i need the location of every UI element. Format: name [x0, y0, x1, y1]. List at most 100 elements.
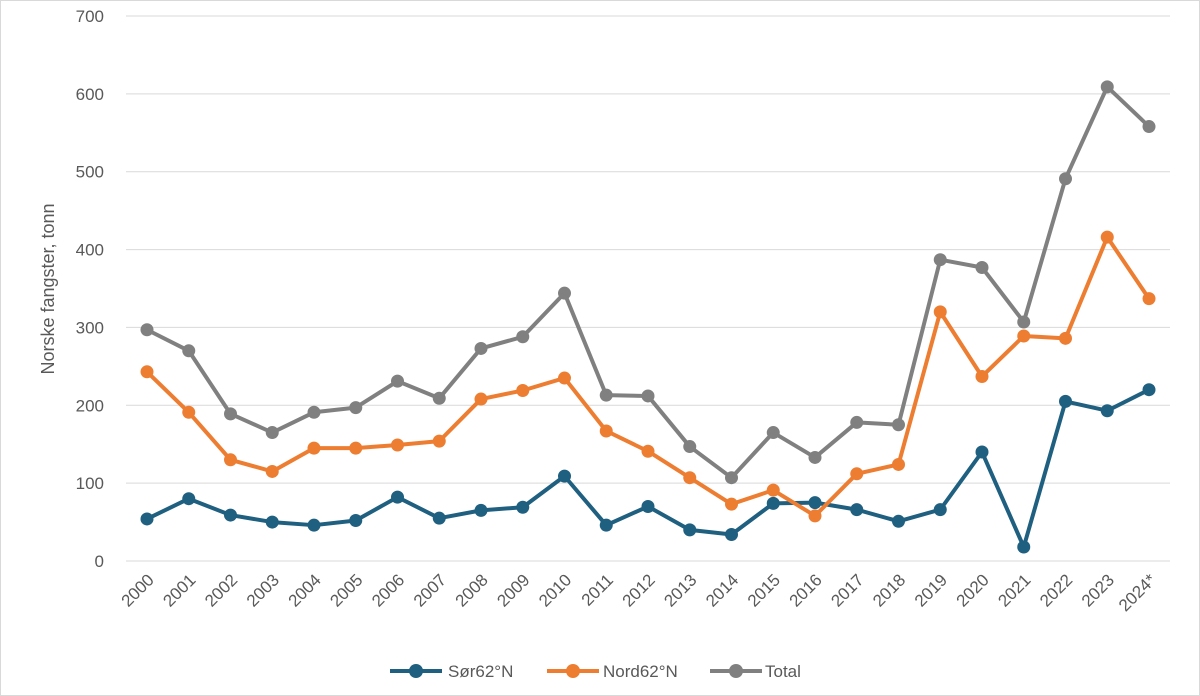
data-point [725, 497, 738, 511]
data-point [892, 457, 905, 471]
data-point [599, 424, 613, 438]
legend-swatch-marker [566, 664, 580, 678]
data-point [516, 383, 530, 397]
y-tick-label: 600 [76, 85, 104, 104]
y-tick-label: 200 [76, 396, 104, 415]
y-tick-label: 400 [76, 241, 104, 260]
data-point [766, 483, 780, 497]
data-point [349, 514, 363, 528]
data-point [683, 440, 697, 454]
y-tick-label: 0 [95, 552, 104, 571]
data-point [558, 371, 571, 385]
data-point [1059, 331, 1072, 345]
data-point [725, 471, 738, 485]
series-group [140, 80, 1156, 554]
data-point [975, 260, 989, 274]
data-point [391, 438, 404, 452]
data-point [683, 523, 697, 537]
legend-label: Total [765, 662, 801, 681]
data-point [1142, 292, 1156, 306]
data-point [975, 369, 989, 383]
data-point [558, 286, 571, 300]
data-point [599, 388, 613, 402]
data-point [850, 467, 864, 481]
data-point [850, 415, 864, 429]
data-point [808, 450, 822, 464]
data-point [766, 426, 780, 440]
legend-label: Sør62°N [448, 662, 513, 681]
data-point [1017, 329, 1031, 343]
data-point [808, 496, 822, 510]
data-point [1059, 394, 1072, 408]
data-point [558, 469, 571, 483]
data-point [224, 508, 237, 522]
data-point [140, 323, 154, 337]
data-point [349, 401, 363, 415]
legend-swatch-marker [729, 664, 743, 678]
data-point [432, 434, 446, 448]
data-point [933, 253, 947, 267]
series-nord62-n [140, 230, 1156, 523]
data-point [808, 509, 822, 523]
data-point [307, 518, 321, 532]
y-tick-label: 100 [76, 474, 104, 493]
data-point [474, 503, 488, 517]
data-point [140, 365, 154, 379]
y-tick-label: 300 [76, 318, 104, 337]
data-point [1100, 404, 1114, 418]
data-point [516, 500, 530, 514]
y-axis-title: Norske fangster, tonn [38, 203, 58, 374]
data-point [182, 492, 196, 506]
data-point [140, 512, 154, 526]
legend-item: Total [710, 662, 801, 681]
data-point [1100, 230, 1114, 244]
data-point [265, 426, 279, 440]
data-point [1142, 383, 1156, 397]
data-point [516, 330, 530, 344]
data-point [391, 374, 404, 388]
data-point [474, 392, 488, 406]
data-point [182, 344, 196, 358]
data-point [892, 514, 905, 528]
data-point [265, 515, 279, 529]
data-point [224, 453, 237, 467]
data-point [432, 391, 446, 405]
data-point [641, 444, 655, 458]
data-point [1059, 172, 1072, 186]
data-point [641, 500, 655, 513]
data-point [1100, 80, 1114, 94]
legend: Sør62°N Nord62°N Total [390, 662, 801, 681]
data-point [432, 511, 446, 525]
y-axis-ticks: 0 100 200 300 400 500 600 700 [76, 7, 104, 571]
data-point [1142, 120, 1156, 134]
legend-item: Sør62°N [390, 662, 513, 681]
data-point [933, 503, 947, 517]
data-point [641, 389, 655, 403]
data-point [1017, 315, 1031, 329]
data-point [599, 518, 613, 532]
data-point [349, 441, 363, 455]
data-point [1017, 540, 1031, 554]
data-point [307, 405, 321, 419]
data-point [725, 528, 738, 542]
y-tick-label: 700 [76, 7, 104, 26]
data-point [224, 407, 237, 421]
data-point [683, 471, 697, 485]
data-point [474, 341, 488, 355]
data-point [182, 405, 196, 419]
y-tick-label: 500 [76, 163, 104, 182]
data-point [975, 445, 989, 459]
data-point [892, 418, 905, 432]
series-s-r62-n [140, 383, 1156, 554]
data-point [933, 305, 947, 319]
legend-item: Nord62°N [547, 662, 678, 681]
series-total [140, 80, 1156, 485]
data-point [850, 503, 864, 517]
legend-swatch-marker [409, 664, 423, 678]
data-point [265, 464, 279, 478]
data-point [391, 490, 404, 504]
data-point [766, 496, 780, 510]
data-point [307, 441, 321, 455]
